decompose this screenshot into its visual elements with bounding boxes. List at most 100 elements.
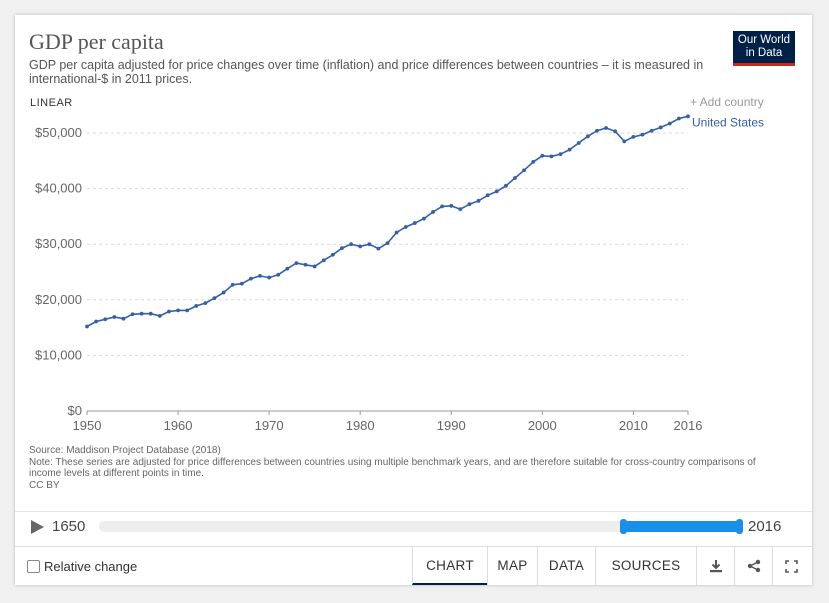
data-point xyxy=(349,242,353,247)
data-point xyxy=(449,203,454,208)
chart-title: GDP per capita xyxy=(29,29,164,54)
scale-toggle[interactable]: LINEAR xyxy=(30,97,73,109)
data-point xyxy=(622,139,627,144)
data-point xyxy=(358,244,363,249)
data-point xyxy=(258,273,262,278)
data-point xyxy=(276,272,281,277)
data-point xyxy=(686,114,690,119)
fullscreen-icon[interactable] xyxy=(772,547,810,585)
data-point xyxy=(458,207,463,212)
data-point xyxy=(303,262,308,267)
data-point xyxy=(549,154,554,159)
data-point xyxy=(649,128,654,133)
data-point xyxy=(285,266,290,271)
data-point xyxy=(340,246,344,250)
x-tick-label: 2000 xyxy=(528,418,557,433)
data-point xyxy=(194,304,199,308)
logo-accent-bar xyxy=(733,63,795,66)
relative-change-label: Relative change xyxy=(44,559,138,574)
x-tick-label: 2010 xyxy=(619,418,648,433)
data-point xyxy=(94,319,99,324)
timeline-selected-range[interactable] xyxy=(620,519,743,534)
x-tick-label: 1970 xyxy=(255,418,284,433)
x-tick-label: 1960 xyxy=(164,418,193,433)
tab-map[interactable]: MAP xyxy=(487,547,537,585)
timeline: 1650 2016 xyxy=(15,511,812,542)
data-point xyxy=(130,312,135,317)
download-icon[interactable] xyxy=(696,547,734,585)
data-point xyxy=(312,264,317,269)
data-point xyxy=(440,204,445,209)
data-point xyxy=(476,198,481,203)
data-point xyxy=(467,202,472,207)
data-point xyxy=(176,308,180,313)
series-line-united-states xyxy=(86,115,689,328)
data-point xyxy=(294,261,299,266)
data-point xyxy=(394,230,399,235)
x-tick-label: 1990 xyxy=(437,418,466,433)
data-point xyxy=(121,316,126,321)
data-point xyxy=(658,125,663,130)
add-country-button[interactable]: + Add country xyxy=(690,95,764,109)
data-point xyxy=(613,129,618,134)
timeline-end-handle[interactable] xyxy=(736,519,743,534)
legend-label-united-states: United States xyxy=(692,115,764,129)
y-tick-label: $10,000 xyxy=(35,347,82,362)
data-point xyxy=(531,160,536,164)
tab-sources[interactable]: SOURCES xyxy=(595,547,696,585)
data-point xyxy=(558,152,563,157)
y-tick-label: $20,000 xyxy=(35,292,82,307)
data-point xyxy=(595,128,599,133)
gridlines xyxy=(87,132,688,412)
data-point xyxy=(503,183,508,188)
data-point xyxy=(667,121,672,126)
data-point xyxy=(576,141,581,145)
share-icon[interactable] xyxy=(734,547,772,585)
data-point xyxy=(85,324,89,329)
timeline-start-year: 1650 xyxy=(52,518,86,535)
data-point xyxy=(403,225,408,229)
series-group: United States xyxy=(85,114,764,329)
y-tick-label: $30,000 xyxy=(35,236,82,251)
x-tick-label: 1950 xyxy=(73,418,102,433)
data-point xyxy=(604,126,608,130)
y-tick-label: $40,000 xyxy=(35,181,82,196)
data-point xyxy=(321,258,326,263)
data-point xyxy=(513,176,517,180)
data-point xyxy=(422,216,426,221)
data-point xyxy=(249,276,253,281)
timeline-start-handle[interactable] xyxy=(620,519,627,534)
data-point xyxy=(330,252,335,257)
data-point xyxy=(567,147,572,152)
source-line: Source: Maddison Project Database (2018) xyxy=(29,445,221,456)
data-point xyxy=(203,301,208,306)
y-tick-label: $0 xyxy=(68,403,82,418)
data-point xyxy=(585,134,590,139)
data-point xyxy=(112,315,117,319)
data-point xyxy=(230,282,235,287)
line-chart: $0 $10,000 $20,000 $30,000 $40,000 $50,000 19… xyxy=(35,114,764,433)
x-tick-label: 2016 xyxy=(674,418,703,433)
timeline-end-year: 2016 xyxy=(748,518,782,535)
timeline-track[interactable] xyxy=(99,519,743,534)
data-point xyxy=(139,311,144,316)
note-line: Note: These series are adjusted for pric… xyxy=(29,456,756,480)
relative-change-toggle[interactable]: Relative change xyxy=(27,559,137,574)
relative-change-checkbox[interactable] xyxy=(27,560,40,573)
data-point xyxy=(494,189,499,194)
chart-subtitle: GDP per capita adjusted for price change… xyxy=(29,58,704,86)
footer-controls: Relative change CHART MAP DATA SOURCES xyxy=(15,546,812,586)
data-point xyxy=(522,168,526,173)
y-tick-label: $50,000 xyxy=(35,125,82,140)
license-line: CC BY xyxy=(29,479,60,491)
data-point xyxy=(103,317,108,322)
tab-data[interactable]: DATA xyxy=(537,547,595,585)
data-point xyxy=(376,246,381,251)
data-point xyxy=(267,275,272,280)
x-tick-label: 1980 xyxy=(346,418,375,433)
data-point xyxy=(239,281,244,286)
tab-chart[interactable]: CHART xyxy=(412,547,487,585)
owid-logo[interactable]: Our World in Data xyxy=(733,31,795,66)
data-point xyxy=(485,193,490,198)
play-icon[interactable] xyxy=(31,520,44,534)
